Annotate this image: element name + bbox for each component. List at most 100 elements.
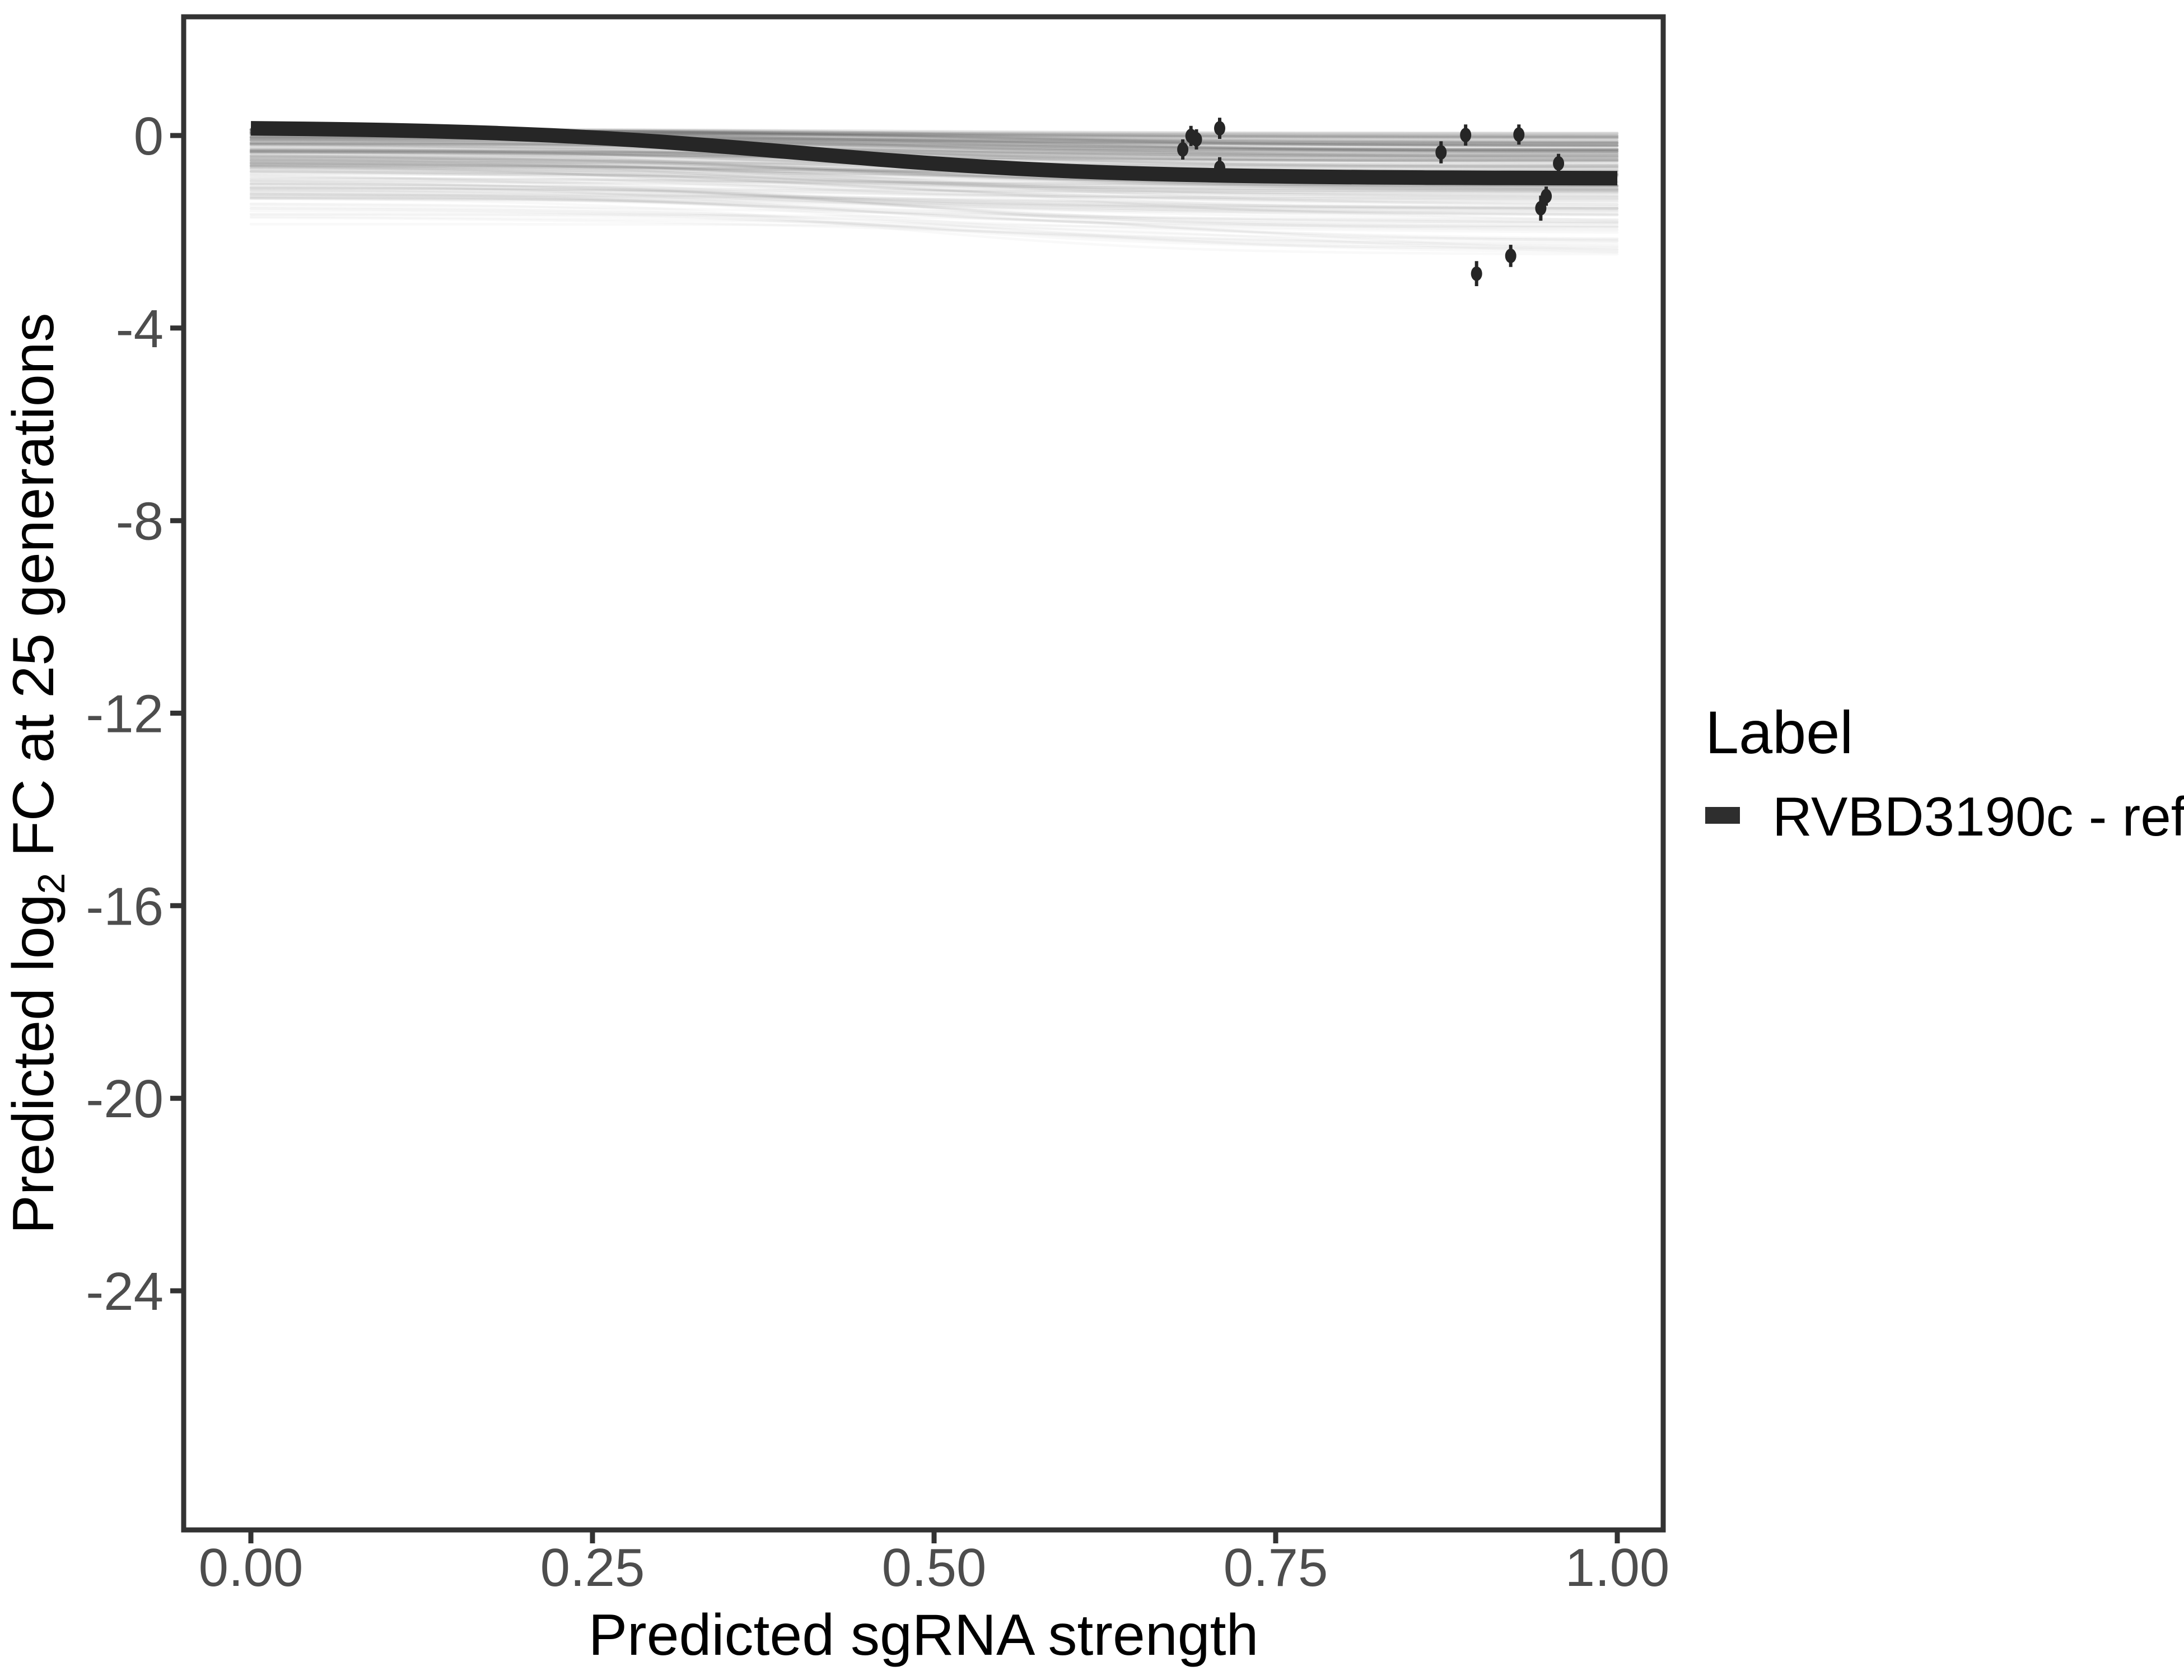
data-points-layer [1177,118,1565,286]
point-marker [1177,142,1189,157]
posterior-sample-line [249,142,1619,164]
data-point [1505,245,1516,267]
legend-key-line [1705,807,1740,824]
posterior-sample-line [249,176,1619,190]
posterior-sample-line [249,183,1619,226]
posterior-sample-line [249,163,1619,190]
y-tick-label: -20 [86,1069,164,1129]
posterior-sample-line [249,179,1619,200]
posterior-sample-line [249,158,1619,190]
posterior-sample-line [249,170,1619,206]
posterior-sample-line [249,140,1619,156]
posterior-sample-line [249,182,1619,208]
panel-frame-layer [181,14,1666,1533]
posterior-sample-line [249,174,1619,216]
y-tick-label: -16 [86,876,164,936]
posterior-sample-line [249,187,1619,202]
posterior-sample-line [249,144,1619,157]
posterior-sample-line [249,142,1619,156]
posterior-sample-line [249,178,1619,188]
legend-title: Label [1705,698,1853,766]
posterior-sample-line [249,141,1619,153]
posterior-sample-line [249,165,1619,199]
posterior-sample-line [249,190,1619,208]
data-point [1214,118,1225,139]
posterior-sample-line [249,179,1619,210]
posterior-sample-line [249,139,1619,161]
posterior-sample-line [249,165,1619,199]
point-marker [1541,189,1552,204]
posterior-sample-line [249,164,1619,201]
posterior-sample-line [249,158,1619,193]
posterior-sample-line [249,167,1619,197]
x-tick-label: 1.00 [1565,1538,1670,1598]
x-tick-label: 0.50 [882,1538,987,1598]
posterior-sample-line [249,148,1619,160]
posterior-sample-line [249,161,1619,193]
posterior-sample-line [249,147,1619,155]
y-tick-label: -12 [86,684,164,744]
posterior-sample-line [249,170,1619,187]
posterior-sample-line [249,177,1619,210]
data-point [1177,139,1189,160]
point-marker [1191,132,1202,147]
posterior-sample-line [249,138,1619,158]
posterior-band [249,128,1619,241]
posterior-sample-line [249,183,1619,209]
posterior-sample-line [249,154,1619,187]
posterior-sample-line [249,156,1619,188]
posterior-sample-line [249,139,1619,159]
posterior-sample-line [249,170,1619,200]
y-axis-title-subscript: 2 [30,873,73,894]
posterior-sample-line [249,186,1619,223]
posterior-sample-line [249,143,1619,165]
posterior-sample-line [249,189,1619,217]
point-marker [1513,127,1525,142]
y-axis-title-suffix: FC at 25 generations [1,312,66,872]
panel-border [181,14,1666,1533]
posterior-sample-line [249,188,1619,204]
fitted-curve-layer [250,121,1618,186]
point-marker [1471,266,1482,281]
posterior-sample-line [249,167,1619,206]
posterior-sample-line [249,142,1619,151]
posterior-sample-line [249,139,1619,151]
y-tick-label: -8 [116,492,164,552]
posterior-sample-line [249,189,1619,211]
data-point [1513,124,1525,145]
legend: Label RVBD3190c - ref [1705,698,2184,847]
posterior-sample-line [249,138,1619,161]
posterior-sample-line [249,160,1619,191]
x-tick-label: 0.25 [540,1538,645,1598]
point-marker [1535,200,1547,216]
data-point [1541,186,1552,206]
x-tick-label: 0.75 [1224,1538,1328,1598]
posterior-sample-line [249,138,1619,162]
posterior-sample-line [249,171,1619,198]
posterior-sample-line [249,141,1619,150]
posterior-sample-line [249,139,1619,157]
posterior-sample-line [249,186,1619,228]
posterior-sample-line [249,183,1619,228]
posterior-sample-line [249,160,1619,195]
y-axis-title: Predicted log2 FC at 25 generations [1,312,73,1234]
posterior-sample-line [249,175,1619,213]
posterior-sample-line [249,167,1619,190]
posterior-sample-line [249,184,1619,194]
posterior-sample-line [249,165,1619,191]
posterior-sample-line [249,143,1619,152]
data-point [1435,141,1447,164]
posterior-sample-line [249,159,1619,194]
legend-item-label: RVBD3190c - ref [1772,786,2184,847]
posterior-sample-line [249,156,1619,188]
point-marker [1553,156,1565,171]
posterior-sample-line [249,162,1619,196]
posterior-sample-line [249,165,1619,193]
posterior-sample-line [249,151,1619,158]
posterior-sample-line [249,141,1619,151]
posterior-sample-line [249,143,1619,157]
point-marker [1435,145,1447,160]
x-axis-title: Predicted sgRNA strength [589,1603,1259,1668]
posterior-sample-line [249,164,1619,192]
posterior-sample-line [249,189,1619,241]
